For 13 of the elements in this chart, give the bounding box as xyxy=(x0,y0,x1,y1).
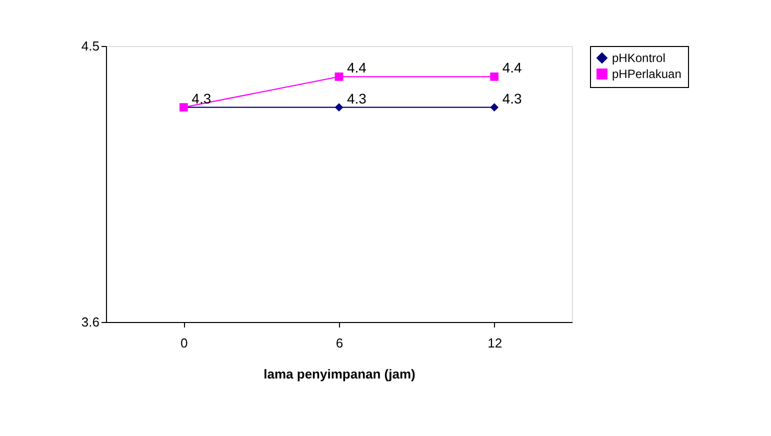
x-axis-title: lama penyimpanan (jam) xyxy=(264,366,416,382)
data-label: 4.3 xyxy=(502,90,522,106)
data-label: 4.3 xyxy=(192,90,212,106)
data-label: 4.4 xyxy=(502,60,522,76)
legend-label: pHKontrol xyxy=(612,51,666,65)
x-tick-label: 6 xyxy=(336,336,344,350)
x-tick-label: 12 xyxy=(488,336,502,350)
legend-label: pHPerlakuan xyxy=(612,67,682,81)
x-tick-label: 0 xyxy=(180,336,188,350)
y-tick-label: 3.6 xyxy=(81,314,100,330)
data-label: 4.3 xyxy=(347,90,367,106)
y-tick-label: 4.5 xyxy=(81,38,100,54)
data-label: 4.4 xyxy=(347,60,367,76)
